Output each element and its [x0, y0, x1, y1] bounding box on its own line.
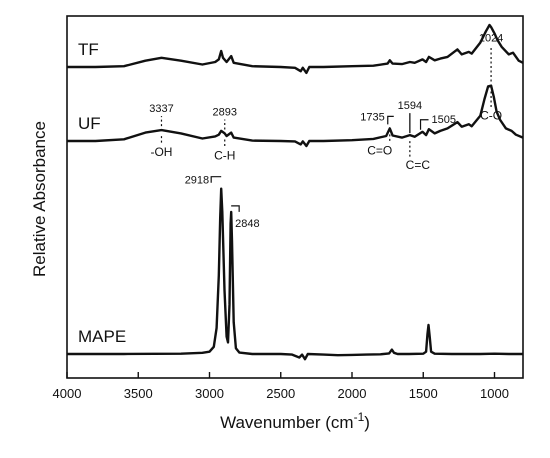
series-label-tf: TF	[78, 40, 99, 59]
x-tick-label: 1000	[480, 386, 509, 401]
x-tick-label: 3500	[124, 386, 153, 401]
x-axis-ticks: 4000 3500 3000 2500 2000 1500 1000	[53, 372, 509, 401]
peak-annotation: C=O	[367, 143, 392, 157]
y-axis-title: Relative Absorbance	[30, 121, 49, 277]
trace-mape	[67, 187, 523, 361]
peak-annotation: 2918	[185, 175, 209, 187]
peak-annotation: C=C	[406, 158, 431, 172]
bracket-mark	[231, 205, 240, 212]
peak-annotation: 2893	[213, 106, 237, 118]
x-axis-title: Wavenumber (cm-1)	[220, 410, 370, 432]
peak-annotation: 2848	[235, 218, 259, 230]
peak-annotation: C-O	[480, 109, 502, 123]
x-axis-title-sup: -1	[354, 410, 365, 424]
x-tick-label: 2500	[266, 386, 295, 401]
x-tick-label: 4000	[53, 386, 82, 401]
peak-annotation: 1735	[360, 111, 384, 123]
peak-annotation: C-H	[214, 148, 235, 162]
trace-tf	[67, 23, 524, 75]
x-tick-label: 3000	[195, 386, 224, 401]
peak-annotation: 1505	[432, 114, 456, 126]
bracket-mark	[387, 115, 394, 125]
peak-annotation: 3337	[149, 103, 173, 115]
x-axis-title-close: )	[364, 413, 370, 432]
peak-annotation: -OH	[150, 145, 172, 159]
series-label-uf: UF	[78, 114, 101, 133]
series-labels: TF UF MAPE	[78, 40, 126, 346]
x-tick-label: 2000	[338, 386, 367, 401]
bracket-mark	[210, 176, 222, 183]
x-tick-label: 1500	[409, 386, 438, 401]
series-traces	[67, 23, 524, 361]
peak-annotations: 3337 -OH 2893 C-H 1735 C=O 1594 1505 C=C 1024 C-O 2…	[149, 33, 503, 230]
peak-annotation: 1594	[398, 100, 422, 112]
trace-uf	[67, 84, 524, 148]
series-label-mape: MAPE	[78, 327, 126, 346]
x-axis-title-main: Wavenumber (cm	[220, 413, 354, 432]
bracket-mark	[419, 119, 429, 130]
peak-annotation: 1024	[479, 33, 503, 45]
plot-frame	[66, 15, 524, 379]
